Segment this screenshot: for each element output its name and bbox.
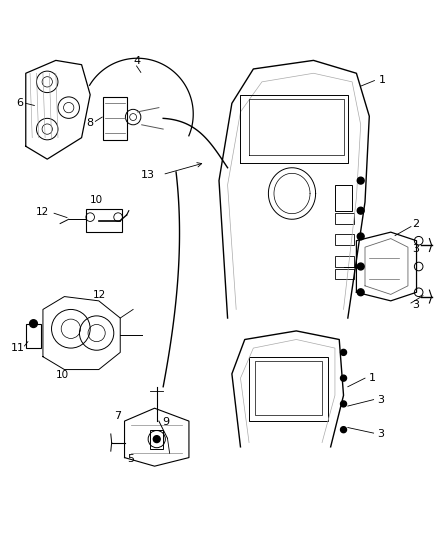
Bar: [335, 213, 354, 223]
Text: 2: 2: [412, 219, 419, 229]
Bar: [335, 235, 354, 245]
Text: 12: 12: [35, 207, 49, 217]
Bar: [335, 256, 354, 266]
Bar: [150, 430, 163, 449]
Circle shape: [340, 401, 346, 407]
Circle shape: [30, 320, 37, 327]
Bar: [249, 357, 328, 421]
Text: 10: 10: [90, 195, 103, 205]
Circle shape: [340, 427, 346, 433]
Circle shape: [340, 375, 346, 381]
Text: 3: 3: [412, 300, 419, 310]
Text: 12: 12: [93, 290, 106, 300]
Text: 4: 4: [133, 56, 140, 66]
Text: 11: 11: [11, 343, 25, 353]
Circle shape: [357, 289, 364, 296]
Text: 5: 5: [127, 454, 134, 464]
Circle shape: [340, 349, 346, 356]
Text: 3: 3: [377, 429, 384, 439]
Bar: [335, 269, 354, 279]
Circle shape: [153, 435, 160, 442]
Bar: [103, 97, 127, 140]
Text: 7: 7: [114, 411, 121, 421]
Bar: [335, 185, 352, 211]
Circle shape: [357, 263, 364, 270]
Text: 1: 1: [379, 75, 386, 85]
Circle shape: [357, 233, 364, 240]
Bar: [26, 325, 41, 348]
Text: 3: 3: [412, 244, 419, 254]
Circle shape: [357, 207, 364, 214]
Bar: [86, 208, 122, 232]
Text: 9: 9: [162, 417, 170, 427]
Text: 6: 6: [16, 98, 23, 108]
Bar: [255, 361, 322, 415]
Text: 13: 13: [141, 171, 155, 181]
Circle shape: [357, 177, 364, 184]
Text: 10: 10: [56, 370, 69, 379]
Text: 3: 3: [377, 394, 384, 405]
Text: 8: 8: [86, 118, 93, 128]
Text: 1: 1: [369, 373, 376, 383]
